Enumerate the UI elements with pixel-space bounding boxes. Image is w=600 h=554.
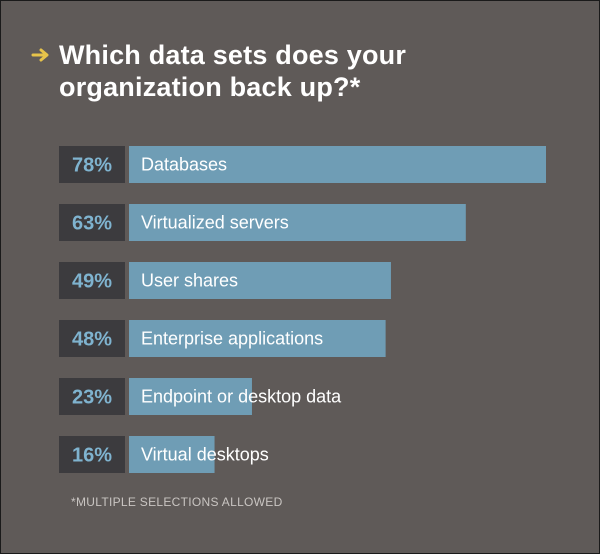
bar-row: 48% Enterprise applications: [59, 320, 386, 357]
category-label: Databases: [141, 155, 227, 175]
bar-row: 23% Endpoint or desktop data: [59, 378, 342, 415]
data-label: 78%: [72, 155, 112, 177]
percent-box: [59, 262, 125, 299]
category-label: User shares: [141, 271, 238, 291]
category-label: Virtualized servers: [141, 213, 289, 233]
percent-box: [59, 146, 125, 183]
percent-box: [59, 378, 125, 415]
bar: [129, 204, 466, 241]
bar: [129, 262, 391, 299]
bar: [129, 320, 386, 357]
percent-box: [59, 204, 125, 241]
category-label: Virtual desktops: [141, 445, 269, 465]
data-label: 63%: [72, 213, 112, 235]
data-label: 23%: [72, 387, 112, 409]
bar: [129, 378, 252, 415]
category-label: Endpoint or desktop data: [141, 387, 342, 407]
data-label: 48%: [72, 329, 112, 351]
data-label: 16%: [72, 445, 112, 467]
data-label: 49%: [72, 271, 112, 293]
bar-row: 63% Virtualized servers: [59, 204, 466, 241]
percent-box: [59, 320, 125, 357]
footnote: *MULTIPLE SELECTIONS ALLOWED: [71, 495, 283, 509]
bar: [129, 436, 215, 473]
chart-title-line-1: Which data sets does your: [59, 40, 407, 70]
bar: [129, 146, 546, 183]
category-label: Enterprise applications: [141, 329, 323, 349]
bar-row: 78% Databases: [59, 146, 546, 183]
percent-box: [59, 436, 125, 473]
chart-title: Which data sets does your organization b…: [59, 39, 559, 103]
bar-row: 49% User shares: [59, 262, 391, 299]
bar-row: 16% Virtual desktops: [59, 436, 269, 473]
arrow-right-icon: [31, 48, 49, 62]
chart-title-line-2: organization back up?*: [59, 72, 361, 102]
